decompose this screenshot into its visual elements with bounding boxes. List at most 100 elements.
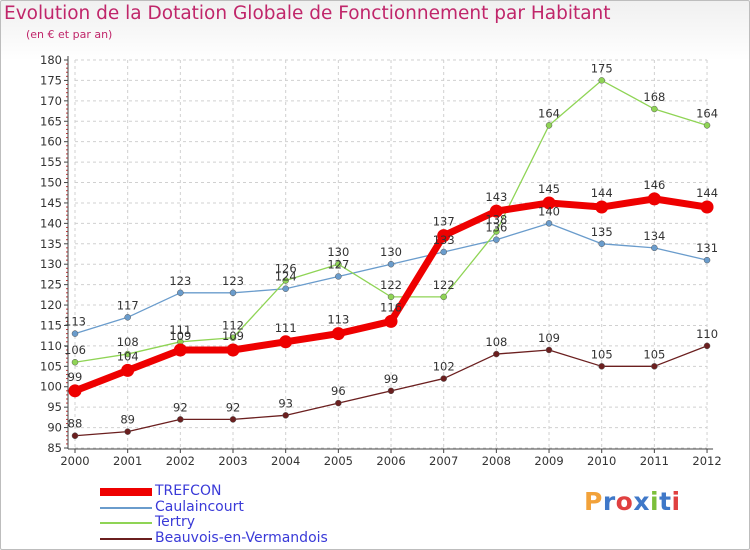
data-label: 146 [643, 178, 665, 192]
data-label: 110 [696, 327, 718, 341]
data-label: 113 [327, 313, 349, 327]
data-point [387, 260, 395, 268]
y-tick-label: 130 [40, 257, 62, 271]
y-tick-label: 165 [40, 114, 62, 128]
legend-item: TREFCON [100, 483, 360, 500]
data-label: 109 [169, 329, 191, 343]
legend-label: Tertry [155, 514, 196, 530]
data-label: 106 [64, 343, 86, 357]
data-point [651, 105, 658, 113]
y-tick-label: 145 [40, 196, 62, 210]
chart-title: Evolution de la Dotation Globale de Fonc… [4, 3, 611, 24]
data-point [703, 342, 711, 350]
data-label: 92 [226, 400, 241, 414]
legend-item: Tertry [100, 514, 360, 531]
data-point [493, 236, 500, 243]
data-point [177, 416, 184, 423]
data-label: 116 [380, 300, 402, 314]
data-label: 108 [485, 335, 507, 349]
data-point [124, 428, 131, 435]
data-label: 99 [384, 372, 399, 386]
y-tick-label: 105 [40, 359, 62, 373]
data-label: 135 [591, 225, 613, 239]
data-label: 127 [327, 257, 349, 271]
data-label: 105 [591, 347, 613, 361]
axes: 85 90 95 100 105 110 115 120 125 130 135 140 145 150 1… [40, 53, 722, 468]
data-label: 88 [68, 417, 83, 431]
data-label: 137 [433, 215, 455, 229]
data-point [440, 293, 447, 301]
data-point [226, 343, 240, 357]
y-tick-label: 120 [40, 298, 62, 312]
data-point [282, 412, 289, 419]
data-label: 112 [222, 319, 244, 333]
data-label: 99 [68, 370, 83, 384]
data-label: 164 [538, 106, 560, 120]
x-tick-label: 2007 [429, 454, 458, 468]
data-label: 104 [117, 349, 139, 363]
data-label: 123 [169, 274, 191, 288]
data-label: 109 [222, 329, 244, 343]
data-point [121, 363, 135, 377]
x-tick-label: 2000 [60, 454, 89, 468]
legend-swatch [100, 488, 152, 496]
data-label: 144 [696, 186, 718, 200]
data-label: 109 [538, 331, 560, 345]
data-point [282, 285, 289, 292]
y-tick-label: 95 [47, 400, 62, 414]
y-tick-label: 100 [40, 380, 62, 394]
data-label: 96 [331, 384, 346, 398]
data-point [229, 289, 237, 297]
data-label: 134 [643, 229, 665, 243]
data-point [598, 77, 605, 84]
data-label: 123 [222, 274, 244, 288]
x-tick-label: 2005 [324, 454, 353, 468]
legend-item: Caulaincourt [100, 499, 360, 516]
y-tick-label: 140 [40, 216, 62, 230]
data-point [229, 334, 237, 341]
data-label: 108 [117, 335, 139, 349]
y-tick-label: 110 [40, 339, 62, 353]
data-label: 143 [485, 190, 507, 204]
data-label: 164 [696, 106, 718, 120]
data-point [71, 330, 79, 337]
data-label: 145 [538, 182, 560, 196]
data-point [282, 277, 289, 284]
data-label: 140 [538, 204, 560, 218]
y-tick-label: 150 [40, 176, 62, 190]
data-point [124, 350, 131, 358]
x-tick-label: 2012 [692, 454, 721, 468]
data-label: 102 [433, 360, 455, 374]
data-label: 105 [643, 347, 665, 361]
legend-swatch [100, 537, 152, 540]
data-label: 136 [485, 221, 507, 235]
data-point [595, 200, 609, 214]
data-label: 126 [275, 262, 297, 276]
data-point [229, 416, 237, 423]
x-tick-label: 2006 [376, 454, 405, 468]
proxiti-logo: Proxiti [584, 487, 681, 516]
data-point [71, 358, 79, 366]
x-tick-label: 2009 [534, 454, 563, 468]
legend-swatch [100, 506, 152, 509]
y-tick-label: 175 [40, 73, 62, 87]
data-label: 117 [117, 298, 139, 312]
data-label: 144 [591, 186, 613, 200]
data-label: 111 [169, 323, 191, 337]
x-tick-label: 2004 [271, 454, 300, 468]
data-label: 175 [591, 61, 613, 75]
data-point [335, 273, 342, 280]
x-tick-label: 2011 [640, 454, 669, 468]
data-label: 130 [327, 245, 349, 259]
data-point [437, 229, 451, 243]
data-point [68, 384, 82, 398]
data-point [703, 256, 711, 264]
y-tick-label: 85 [47, 441, 62, 455]
chart-subtitle: (en € et par an) [26, 28, 113, 41]
x-tick-label: 2010 [587, 454, 616, 468]
series-layer [68, 77, 714, 439]
y-tick-label: 180 [40, 53, 62, 67]
legend-label: TREFCON [155, 483, 222, 499]
